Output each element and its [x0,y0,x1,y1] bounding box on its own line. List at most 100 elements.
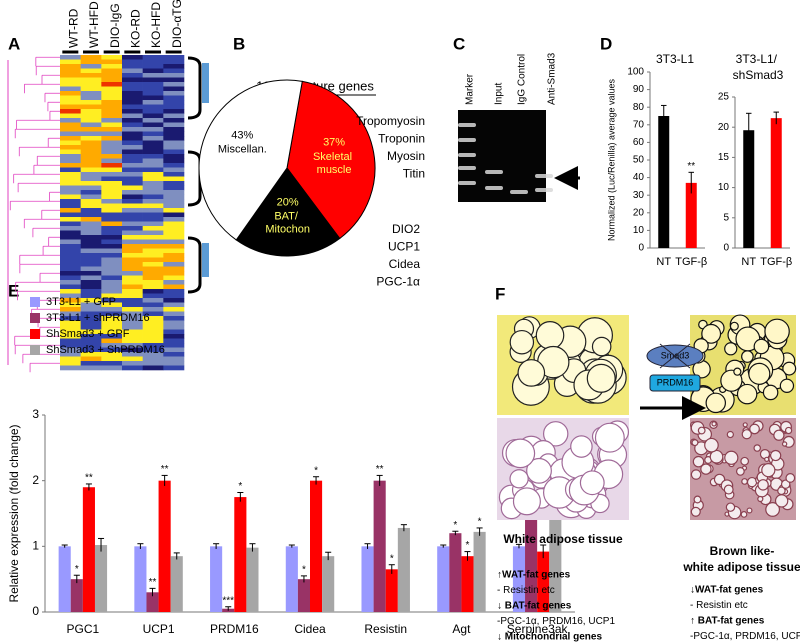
heatmap-cell [60,104,81,110]
heatmap-cell [80,190,102,195]
bar [437,546,450,612]
gene-name: DIO2 [392,222,420,236]
effect-item: -PGC-1α, PRDM16, UCP1 [497,616,615,627]
heatmap-cell [122,361,143,366]
tissue-title: Brown like- [710,544,775,558]
heatmap-cell [80,95,102,101]
bwat-photo-cell [729,321,739,331]
significance: ** [687,161,695,172]
heatmap-cell [60,109,81,114]
heatmap-cell [60,185,81,191]
heatmap-cell [60,316,81,321]
heatmap-cell [142,113,164,119]
heatmap-cell [163,77,185,83]
bwat-histology-cell [741,478,748,485]
bwat-photo-cell [764,318,790,345]
heatmap-cell [163,262,185,267]
y-tick-label: 40 [633,172,645,183]
heatmap-cell [142,266,164,272]
significance: * [390,553,394,564]
heatmap-cell [163,172,185,177]
lane-label: Anti-Smad3 [547,52,558,105]
heatmap-cell [101,203,123,209]
agent-label: PRDM16 [657,377,694,387]
heatmap-cell [122,82,143,87]
heatmap-cell [80,145,102,150]
heatmap-cell [60,172,81,177]
heatmap-cell [80,77,102,83]
heatmap-cell [101,221,123,227]
heatmap-cell [101,284,123,290]
bar [234,497,247,612]
heatmap-cell [122,320,143,326]
heatmap-cell [101,329,123,335]
bwat-histology-cell [691,439,699,447]
heatmap-cell [163,293,185,299]
heatmap-cell [101,248,123,254]
heatmap-cell [142,293,164,299]
heatmap-cell [142,307,164,312]
heatmap-cell [80,68,102,74]
heatmap-cell [142,68,164,74]
bar [297,579,310,612]
heatmap-cell [101,352,123,357]
heatmap-cell [80,55,102,60]
heatmap-cell [60,190,81,195]
heatmap-cell [142,316,164,321]
bwat-histology-cell [753,444,761,452]
y-tick-label: 25 [718,92,730,103]
heatmap-cell [142,244,164,249]
wat-histology-cell [542,421,569,447]
heatmap-cell [163,329,185,335]
bwat-photo-cell [733,367,742,376]
heatmap-cell [122,109,143,114]
y-tick-label: 0 [723,243,729,254]
heatmap-cell [122,104,143,110]
gene-name: Tropomyosin [356,114,425,128]
heatmap-cell [101,199,123,204]
heatmap-cell [101,181,123,186]
heatmap-cell [101,109,123,114]
heatmap-cell [60,361,81,366]
heatmap-cell [122,257,143,263]
heatmap-cell [60,64,81,69]
heatmap-cell [122,298,143,303]
heatmap-cell [122,190,143,195]
bwat-photo-cell [748,362,771,385]
heatmap-cell [60,275,81,281]
heatmap-cell [142,352,164,357]
heatmap-cell [163,307,185,312]
heatmap-cell [60,113,81,119]
gene-name: PGC-1α [376,275,420,289]
heatmap-cell [163,325,185,330]
heatmap-cell [122,194,143,200]
heatmap-cell [60,271,81,276]
heatmap-cell [60,289,81,294]
heatmap-cell [80,248,102,254]
bracket [187,56,202,120]
heatmap-cell [101,208,123,213]
text-line: Mitochon [265,223,310,235]
slice-percent: 20% [277,196,299,208]
bwat-histology-cell [724,450,739,465]
heatmap-cell [101,185,123,191]
bwat-photo-cell [741,350,754,363]
bar [658,116,670,248]
significance: *** [222,595,234,606]
heatmap-cell [163,68,185,74]
heatmap-cell [60,347,81,353]
heatmap-cell [142,217,164,222]
heatmap-cell [80,311,102,317]
bwat-histology-cell [742,422,748,428]
heatmap-cell [60,194,81,200]
heatmap-cell [142,203,164,209]
heatmap-cell [122,163,143,168]
heatmap-cell [122,253,143,258]
heatmap-cell [142,248,164,254]
heatmap-cell [80,271,102,276]
gene-name: Myosin [387,149,425,163]
heatmap-cell [101,163,123,168]
y-tick-label: 80 [633,102,645,113]
